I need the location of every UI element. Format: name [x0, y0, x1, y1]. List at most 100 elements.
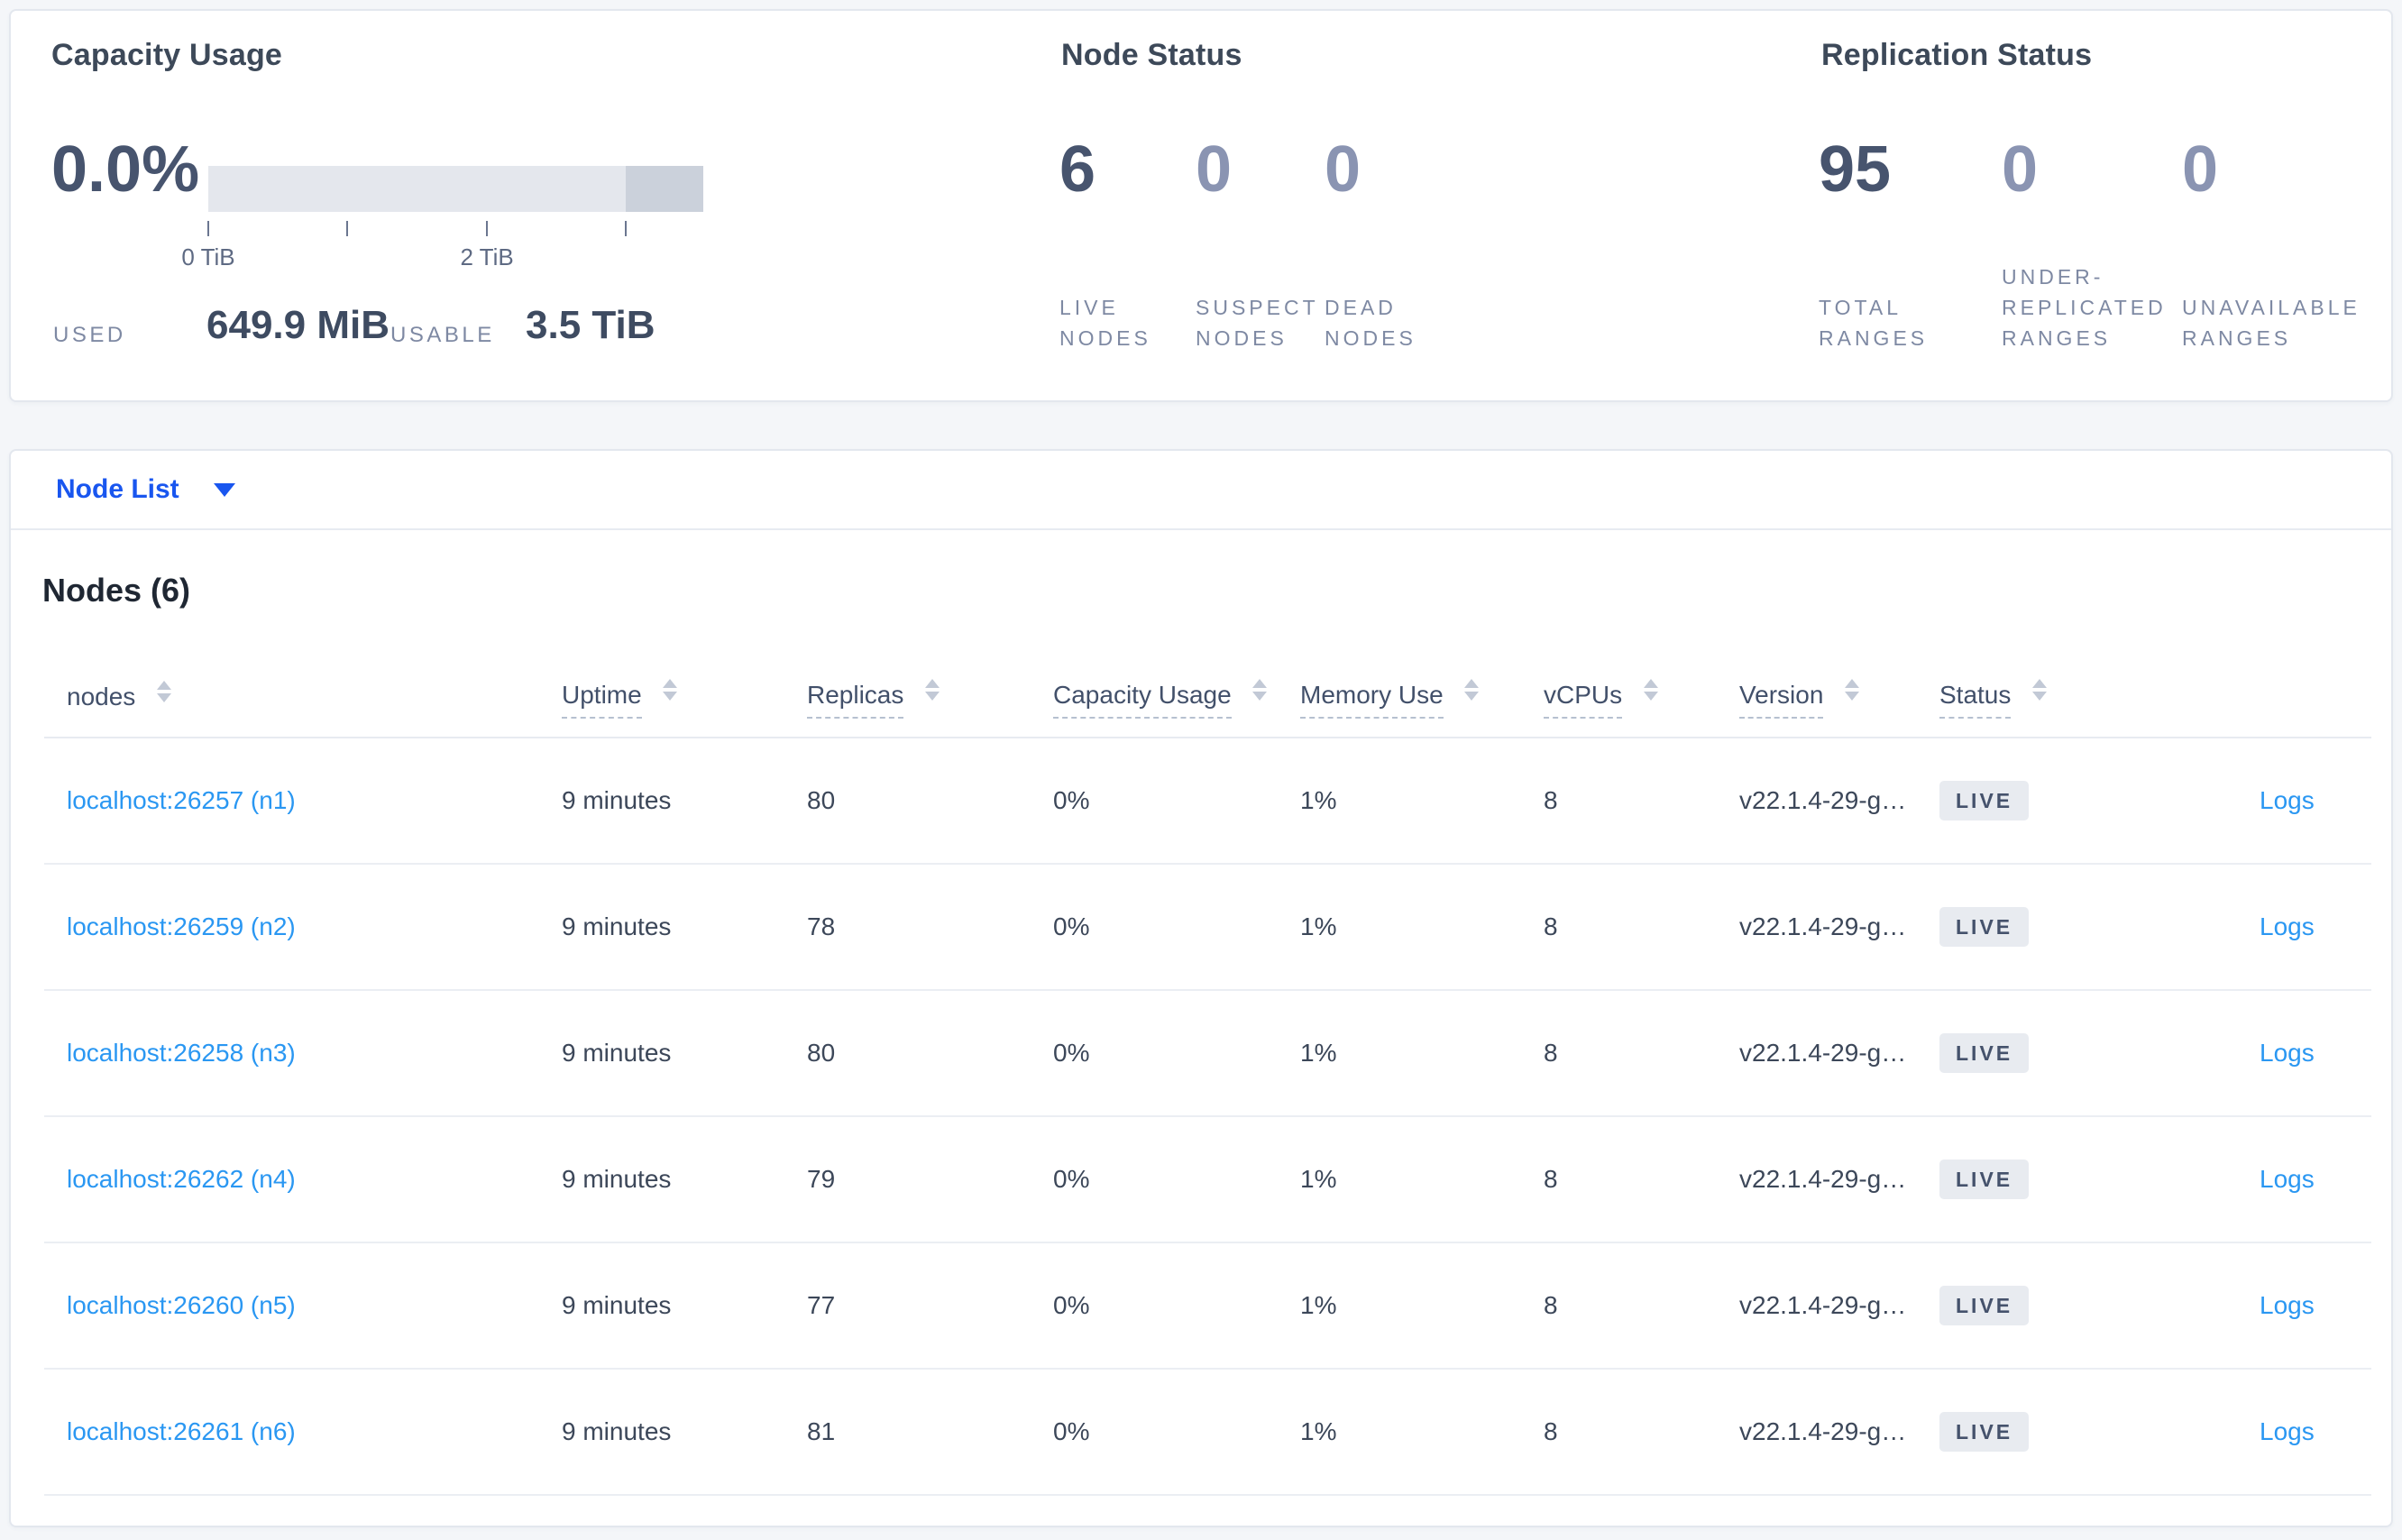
logs-link[interactable]: Logs	[2260, 1417, 2315, 1445]
nodes-table: nodes Uptime Replicas Capacity Usage Mem…	[44, 658, 2371, 1496]
memory-cell: 1%	[1300, 1116, 1544, 1243]
table-row: localhost:26259 (n2) 9 minutes 78 0% 1% …	[44, 864, 2371, 991]
table-row: localhost:26258 (n3) 9 minutes 80 0% 1% …	[44, 990, 2371, 1117]
logs-link[interactable]: Logs	[2260, 786, 2315, 814]
capacity-cell: 0%	[1053, 738, 1300, 865]
node-link[interactable]: localhost:26261 (n6)	[67, 1417, 296, 1445]
uptime-cell: 9 minutes	[562, 864, 807, 991]
chevron-down-icon	[213, 482, 235, 497]
capacity-axis-tick	[346, 221, 349, 236]
memory-cell: 1%	[1300, 990, 1544, 1117]
column-header-status[interactable]: Status	[1939, 658, 2260, 738]
logs-link[interactable]: Logs	[2260, 1291, 2315, 1319]
status-badge: LIVE	[1939, 781, 2030, 820]
capacity-usable-value: 3.5 TiB	[526, 303, 656, 347]
capacity-axis-tick	[625, 221, 628, 236]
memory-cell: 1%	[1300, 1242, 1544, 1370]
vcpus-cell: 8	[1544, 864, 1739, 991]
replicas-cell: 80	[807, 738, 1053, 865]
capacity-axis-tick	[486, 221, 489, 236]
sort-icon	[1643, 678, 1658, 701]
capacity-used-percent: 0.0%	[51, 133, 200, 206]
vcpus-cell: 8	[1544, 990, 1739, 1117]
cluster-summary-card: Capacity Usage 0.0% 0 TiB 2 TiB USED 649…	[9, 9, 2393, 402]
node-link[interactable]: localhost:26259 (n2)	[67, 912, 296, 940]
column-header-version[interactable]: Version	[1739, 658, 1939, 738]
status-badge: LIVE	[1939, 1160, 2030, 1199]
replicas-cell: 81	[807, 1369, 1053, 1496]
logs-link[interactable]: Logs	[2260, 912, 2315, 940]
version-cell: v22.1.4-29-g…	[1739, 738, 1939, 865]
column-header-nodes[interactable]: nodes	[44, 658, 562, 738]
capacity-cell: 0%	[1053, 864, 1300, 991]
capacity-cell: 0%	[1053, 1116, 1300, 1243]
uptime-cell: 9 minutes	[562, 738, 807, 865]
table-header-row: nodes Uptime Replicas Capacity Usage Mem…	[44, 658, 2371, 738]
logs-link[interactable]: Logs	[2260, 1039, 2315, 1067]
unavailable-ranges-label: UNAVAILABLE RANGES	[2182, 296, 2361, 350]
uptime-cell: 9 minutes	[562, 990, 807, 1117]
status-badge: LIVE	[1939, 1033, 2030, 1073]
sort-icon	[925, 678, 940, 701]
sort-icon	[1252, 678, 1268, 701]
dead-nodes-count: 0	[1325, 133, 1361, 206]
sort-icon	[1845, 678, 1860, 701]
replicas-cell: 78	[807, 864, 1053, 991]
node-list-card: Node List Nodes (6) nodes Uptime Replica…	[9, 449, 2393, 1527]
capacity-cell: 0%	[1053, 990, 1300, 1117]
live-nodes-label: LIVE NODES	[1059, 296, 1151, 350]
replicas-cell: 79	[807, 1116, 1053, 1243]
view-selector-dropdown[interactable]: Node List	[11, 451, 2391, 530]
replicas-cell: 80	[807, 990, 1053, 1117]
sort-icon	[1464, 678, 1480, 701]
live-nodes-count: 6	[1059, 133, 1096, 206]
uptime-cell: 9 minutes	[562, 1116, 807, 1243]
under-replicated-ranges-count: 0	[2002, 133, 2039, 206]
capacity-usage-title: Capacity Usage	[51, 38, 283, 72]
column-header-uptime[interactable]: Uptime	[562, 658, 807, 738]
suspect-nodes-count: 0	[1196, 133, 1233, 206]
node-status-title: Node Status	[1061, 38, 1242, 72]
column-header-replicas[interactable]: Replicas	[807, 658, 1053, 738]
table-row: localhost:26260 (n5) 9 minutes 77 0% 1% …	[44, 1242, 2371, 1370]
capacity-axis-label: 2 TiB	[460, 243, 514, 270]
under-replicated-ranges-label: UNDER- REPLICATED RANGES	[2002, 265, 2167, 350]
capacity-cell: 0%	[1053, 1242, 1300, 1370]
capacity-axis-tick	[207, 221, 209, 236]
version-cell: v22.1.4-29-g…	[1739, 1369, 1939, 1496]
dead-nodes-label: DEAD NODES	[1325, 296, 1416, 350]
uptime-cell: 9 minutes	[562, 1369, 807, 1496]
capacity-used-label: USED	[53, 323, 126, 347]
capacity-axis-label: 0 TiB	[181, 243, 235, 270]
capacity-bar-tail	[626, 166, 703, 212]
column-header-capacity-usage[interactable]: Capacity Usage	[1053, 658, 1300, 738]
total-ranges-count: 95	[1819, 133, 1892, 206]
vcpus-cell: 8	[1544, 738, 1739, 865]
capacity-cell: 0%	[1053, 1369, 1300, 1496]
sort-icon	[157, 680, 172, 702]
vcpus-cell: 8	[1544, 1369, 1739, 1496]
column-header-vcpus[interactable]: vCPUs	[1544, 658, 1739, 738]
suspect-nodes-label: SUSPECT NODES	[1196, 296, 1319, 350]
sort-icon	[663, 678, 678, 701]
sort-icon	[2032, 678, 2048, 701]
version-cell: v22.1.4-29-g…	[1739, 1242, 1939, 1370]
node-link[interactable]: localhost:26262 (n4)	[67, 1165, 296, 1193]
logs-link[interactable]: Logs	[2260, 1165, 2315, 1193]
column-header-memory-use[interactable]: Memory Use	[1300, 658, 1544, 738]
table-row: localhost:26257 (n1) 9 minutes 80 0% 1% …	[44, 738, 2371, 865]
column-header-logs	[2260, 658, 2371, 738]
status-badge: LIVE	[1939, 907, 2030, 947]
memory-cell: 1%	[1300, 864, 1544, 991]
node-link[interactable]: localhost:26260 (n5)	[67, 1291, 296, 1319]
table-row: localhost:26262 (n4) 9 minutes 79 0% 1% …	[44, 1116, 2371, 1243]
replication-status-title: Replication Status	[1821, 38, 2093, 72]
replicas-cell: 77	[807, 1242, 1053, 1370]
node-link[interactable]: localhost:26258 (n3)	[67, 1039, 296, 1067]
table-row: localhost:26261 (n6) 9 minutes 81 0% 1% …	[44, 1369, 2371, 1496]
capacity-used-value: 649.9 MiB	[206, 303, 390, 347]
view-selector-label: Node List	[56, 474, 179, 504]
node-link[interactable]: localhost:26257 (n1)	[67, 786, 296, 814]
capacity-usage-bar: 0 TiB 2 TiB	[181, 166, 703, 270]
status-badge: LIVE	[1939, 1412, 2030, 1452]
